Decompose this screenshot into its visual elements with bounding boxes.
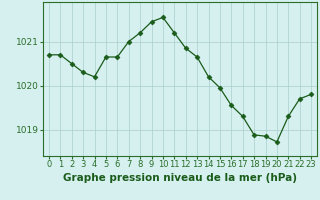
X-axis label: Graphe pression niveau de la mer (hPa): Graphe pression niveau de la mer (hPa) [63,173,297,183]
